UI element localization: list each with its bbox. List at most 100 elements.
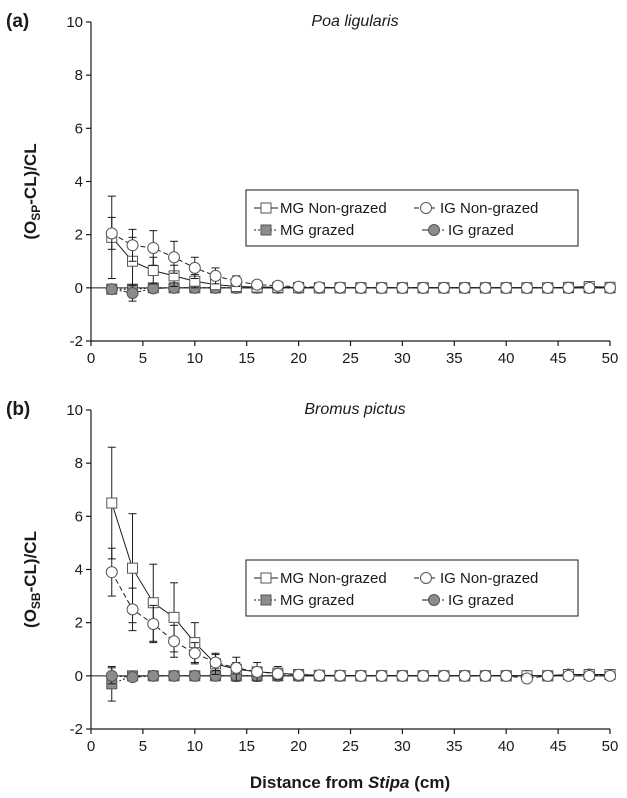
data-point — [479, 281, 492, 294]
y-tick-label: 2 — [75, 227, 83, 244]
data-point — [375, 669, 388, 682]
y-axis-label: (OSB-CL)/CL — [21, 531, 43, 628]
data-point — [188, 669, 201, 682]
data-point — [500, 281, 513, 294]
data-point — [126, 287, 139, 300]
data-point — [458, 669, 471, 682]
data-point — [168, 669, 181, 682]
x-tick-label: 40 — [498, 738, 515, 755]
data-point — [396, 281, 409, 294]
data-point — [168, 251, 181, 264]
data-point — [251, 665, 264, 678]
y-tick-label: 4 — [75, 562, 83, 579]
x-tick-label: 40 — [498, 350, 515, 367]
data-point — [126, 671, 139, 684]
data-point — [562, 669, 575, 682]
data-point — [106, 497, 118, 509]
data-point — [126, 603, 139, 616]
data-point — [375, 281, 388, 294]
x-tick-label: 45 — [550, 738, 567, 755]
data-point — [147, 617, 160, 630]
legend-box — [245, 189, 579, 247]
y-tick-label: 6 — [75, 120, 83, 137]
legend-entry: IG grazed — [422, 592, 514, 609]
x-tick-label: 20 — [290, 350, 307, 367]
panel-label: (b) — [6, 399, 30, 420]
data-point — [354, 669, 367, 682]
x-tick-label: 10 — [186, 350, 203, 367]
data-point — [541, 669, 554, 682]
data-point — [354, 281, 367, 294]
legend-label: IG Non-grazed — [440, 570, 538, 587]
data-point — [292, 280, 305, 293]
x-tick-label: 15 — [238, 738, 255, 755]
data-point — [417, 281, 430, 294]
data-point — [313, 281, 326, 294]
data-point — [313, 669, 326, 682]
data-point — [583, 281, 596, 294]
legend-entry: MG Non-grazed — [254, 570, 387, 587]
legend-entry: MG grazed — [254, 592, 354, 609]
x-tick-label: 5 — [139, 738, 147, 755]
data-point — [230, 275, 243, 288]
panel-label: (a) — [6, 11, 29, 32]
data-point — [500, 669, 513, 682]
chart-title: Poa ligularis — [311, 13, 398, 30]
data-point — [127, 562, 139, 574]
data-point — [251, 278, 264, 291]
legend-label: MG grazed — [280, 222, 354, 239]
data-point — [334, 281, 347, 294]
legend-label: IG grazed — [448, 222, 514, 239]
x-tick-label: 35 — [446, 738, 463, 755]
data-point — [562, 281, 575, 294]
legend: MG Non-grazed IG Non-grazed MG grazed IG gr… — [245, 559, 579, 617]
data-point — [479, 669, 492, 682]
legend-marker — [420, 202, 432, 214]
data-point — [583, 669, 596, 682]
data-point — [292, 668, 305, 681]
x-tick-label: 50 — [602, 350, 619, 367]
y-tick-label: 0 — [75, 668, 83, 685]
legend-entry: IG Non-grazed — [414, 200, 538, 217]
data-point — [396, 669, 409, 682]
data-point — [147, 241, 160, 254]
series-ig-non-grazed — [105, 547, 616, 685]
x-tick-label: 25 — [342, 350, 359, 367]
legend-label: MG grazed — [280, 592, 354, 609]
x-tick-label: 30 — [394, 350, 411, 367]
data-point — [417, 669, 430, 682]
x-tick-label: 45 — [550, 350, 567, 367]
data-point — [541, 281, 554, 294]
legend-marker — [428, 224, 440, 236]
x-tick-label: 25 — [342, 738, 359, 755]
data-point — [271, 279, 284, 292]
x-tick-label: 50 — [602, 738, 619, 755]
data-point — [105, 566, 118, 579]
legend-label: IG Non-grazed — [440, 200, 538, 217]
y-tick-label: 6 — [75, 508, 83, 525]
data-point — [105, 227, 118, 240]
data-point — [271, 667, 284, 680]
y-tick-label: 10 — [66, 14, 83, 31]
y-tick-label: -2 — [70, 721, 83, 738]
legend-entry: MG grazed — [254, 222, 354, 239]
data-point — [105, 283, 118, 296]
data-point — [168, 611, 180, 623]
data-point — [437, 281, 450, 294]
legend-marker — [260, 572, 272, 584]
x-axis-label: Distance from Stipa (cm) — [250, 773, 450, 792]
y-axis-label: (OSP-CL)/CL — [21, 143, 43, 239]
x-tick-label: 20 — [290, 738, 307, 755]
y-tick-label: 10 — [66, 402, 83, 419]
data-point — [604, 669, 616, 682]
data-point — [458, 281, 471, 294]
y-tick-label: 0 — [75, 280, 83, 297]
legend-label: MG Non-grazed — [280, 200, 387, 217]
data-point — [147, 669, 160, 682]
x-tick-label: 5 — [139, 350, 147, 367]
legend-entry: IG Non-grazed — [414, 570, 538, 587]
x-tick-label: 15 — [238, 350, 255, 367]
